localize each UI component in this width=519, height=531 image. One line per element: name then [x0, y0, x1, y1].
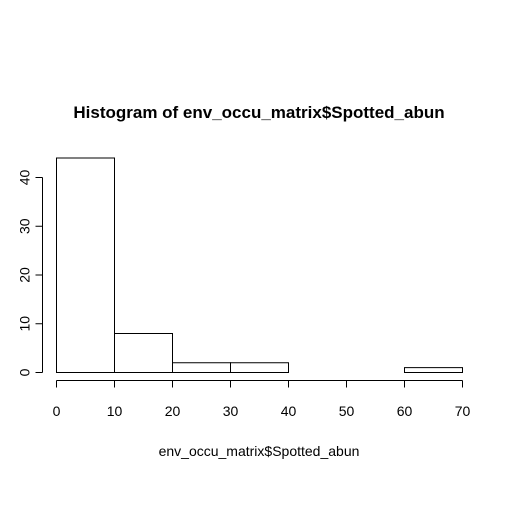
bar-bin-3	[230, 362, 289, 373]
bar-bin-0	[56, 157, 115, 373]
x-tick-label: 60	[397, 403, 413, 419]
x-tick-label: 30	[223, 403, 239, 419]
bars-group	[56, 157, 463, 373]
y-axis: 0 10 20 30 40	[17, 170, 43, 376]
x-tick-label: 40	[281, 403, 297, 419]
y-tick-label: 10	[17, 316, 33, 332]
bar-bin-1	[114, 333, 173, 373]
x-tick-label: 20	[165, 403, 181, 419]
y-tick-label: 40	[17, 170, 33, 186]
y-tick-label: 30	[17, 218, 33, 234]
x-tick-label: 10	[107, 403, 123, 419]
bar-bin-2	[172, 362, 231, 373]
x-tick-label: 70	[455, 403, 471, 419]
y-tick-label: 20	[17, 267, 33, 283]
x-tick-label: 0	[53, 403, 61, 419]
bar-bin-6	[404, 367, 463, 373]
chart-title: Histogram of env_occu_matrix$Spotted_abu…	[73, 103, 444, 122]
x-tick-label: 50	[339, 403, 355, 419]
x-axis-label: env_occu_matrix$Spotted_abun	[159, 443, 360, 459]
x-axis: 0 10 20 30 40 50 60 70	[53, 380, 471, 419]
y-tick-label: 0	[17, 368, 33, 376]
